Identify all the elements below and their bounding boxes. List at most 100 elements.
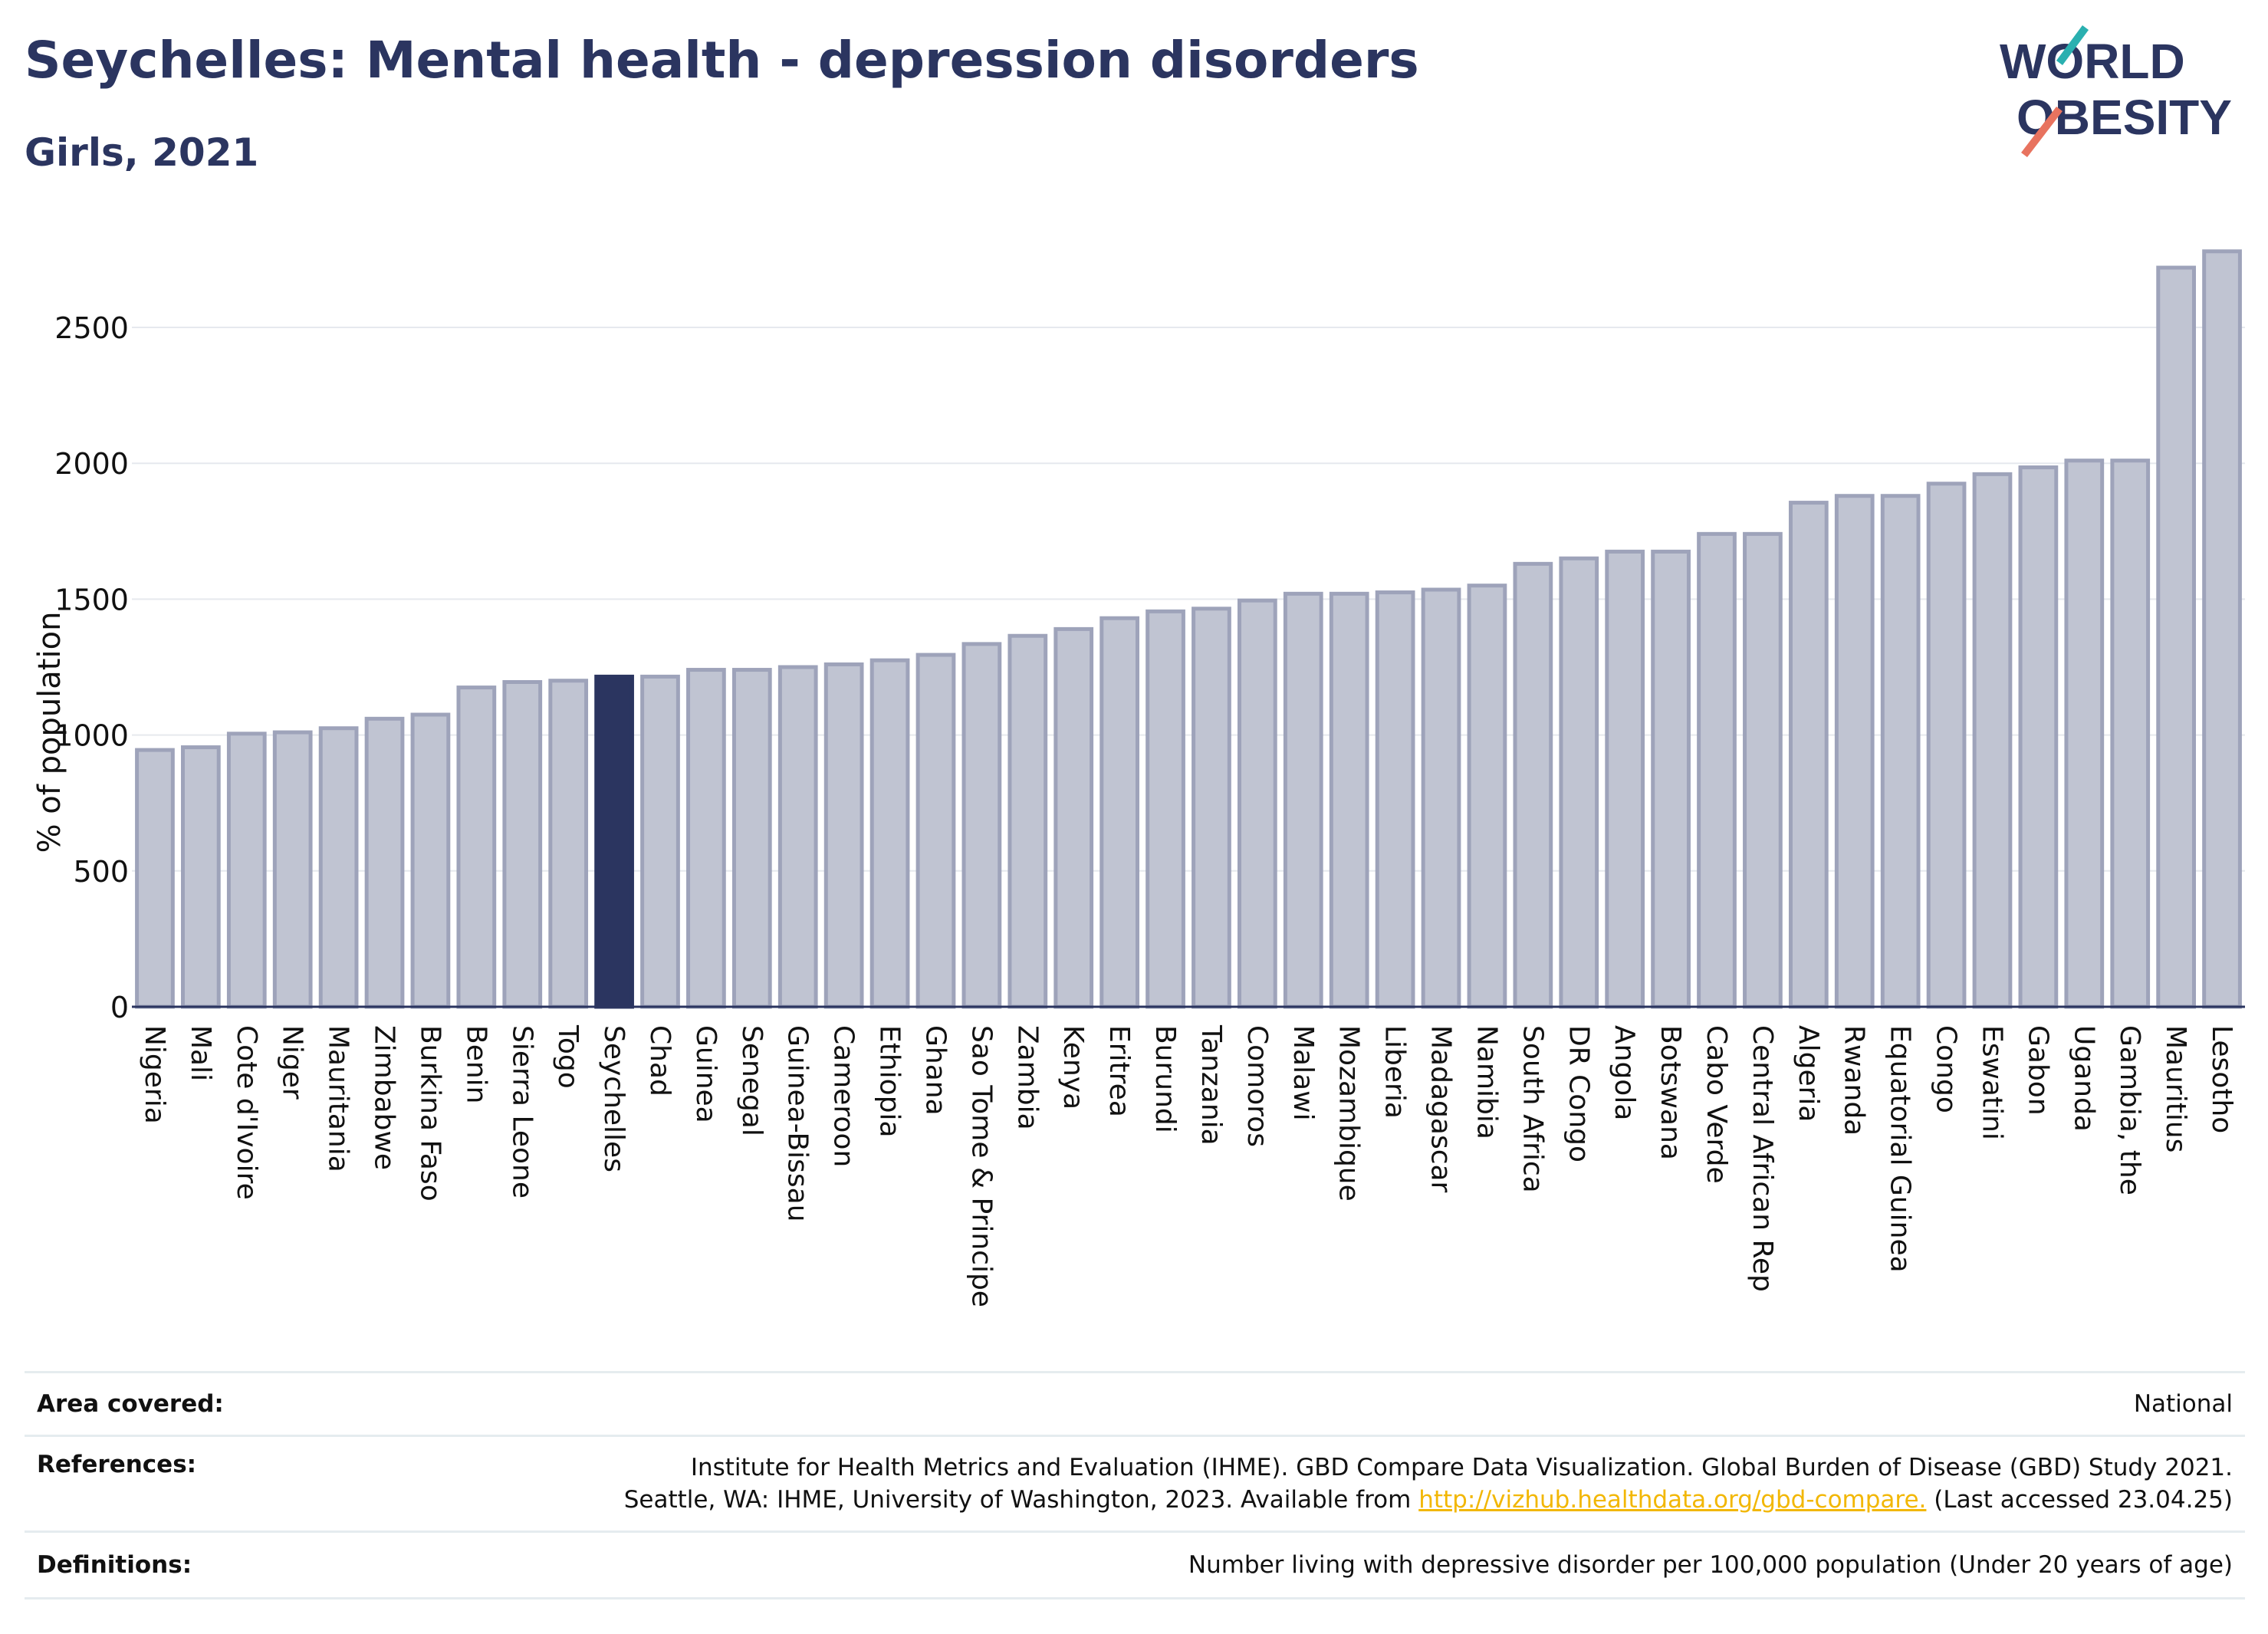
bar-malawi [1283, 591, 1323, 1009]
y-tick-label: 1000 [54, 719, 129, 753]
chart-title: Seychelles: Mental health - depression d… [25, 31, 1419, 90]
x-tick-label: Malawi [1287, 1025, 1319, 1121]
x-tick-label: Zambia [1011, 1025, 1043, 1130]
bar-burkina-faso [410, 712, 451, 1009]
bar-cote-d-ivoire [226, 732, 267, 1009]
x-tick-label: DR Congo [1563, 1025, 1594, 1162]
definitions-label: Definitions: [37, 1551, 192, 1579]
x-tick-label: Cameroon [828, 1025, 860, 1167]
bar-chart: 0 500 1000 1500 2000 2500 Nigeria Mali Cote d'I… [32, 249, 2245, 1307]
logo-text-world: WORLD [2000, 34, 2185, 89]
x-tick-label: Sierra Leone [506, 1025, 537, 1198]
x-tick-label: Mali [185, 1025, 216, 1081]
bar-comoros [1238, 598, 1277, 1009]
x-tick-label: Zimbabwe [369, 1025, 400, 1170]
y-tick-label: 0 [110, 991, 129, 1024]
x-tick-label: Guinea-Bissau [782, 1025, 814, 1222]
bar-kenya [1053, 626, 1094, 1009]
x-tick-label: Ethiopia [874, 1025, 906, 1138]
bar-namibia [1467, 584, 1507, 1009]
references-line2-post: (Last accessed 23.04.25) [1926, 1486, 2233, 1514]
x-tick-label: Nigeria [139, 1025, 170, 1124]
x-tick-label: Burkina Faso [414, 1025, 445, 1202]
x-tick-label: Senegal [736, 1025, 768, 1136]
bar-sao-tome-principe [961, 642, 1002, 1009]
x-tick-label: Eswatini [1976, 1025, 2007, 1140]
x-tick-label: Eritrea [1103, 1025, 1135, 1117]
x-tick-label: Angola [1609, 1025, 1640, 1120]
footer-row-area: Area covered: National [25, 1371, 2245, 1435]
x-tick-label: South Africa [1517, 1025, 1548, 1193]
bar-equatorial-guinea [1880, 494, 1921, 1009]
bar-congo [1926, 482, 1967, 1009]
x-tick-label: Madagascar [1425, 1025, 1457, 1193]
x-tick-label: Cabo Verde [1701, 1025, 1732, 1184]
bar-tanzania [1192, 607, 1231, 1009]
bar-cameroon [823, 662, 864, 1009]
y-tick-label: 2000 [54, 447, 129, 481]
x-tick-label: Sao Tome & Principe [965, 1025, 997, 1307]
x-tick-label: Equatorial Guinea [1885, 1025, 1916, 1273]
bar-angola [1605, 549, 1645, 1009]
bar-chad [640, 674, 680, 1009]
bar-dr-congo [1559, 556, 1599, 1009]
x-tick-label: Tanzania [1195, 1024, 1227, 1146]
x-tick-label: Niger [277, 1025, 308, 1100]
x-tick-label: Cote d'Ivoire [231, 1025, 262, 1200]
references-line1: Institute for Health Metrics and Evaluat… [690, 1454, 2233, 1481]
bar-guinea [686, 668, 726, 1009]
bar-mozambique [1329, 591, 1369, 1009]
bar-ghana [915, 653, 956, 1009]
bar-eswatini [1972, 472, 2013, 1009]
y-axis-label: % of population [32, 612, 67, 853]
bar-rwanda [1834, 494, 1875, 1009]
x-tick-label: Rwanda [1839, 1025, 1870, 1136]
references-line2-pre: Seattle, WA: IHME, University of Washing… [623, 1486, 1419, 1514]
bar-gambia-the [2110, 459, 2151, 1009]
bar-togo [548, 679, 589, 1009]
bar-madagascar [1421, 587, 1461, 1009]
logo-slash-teal [2056, 25, 2089, 65]
x-tick-label: Lesotho [2206, 1025, 2237, 1133]
x-tick-label: Burundi [1149, 1025, 1181, 1133]
bar-benin [456, 685, 497, 1009]
y-tick-labels: 0 500 1000 1500 2000 2500 [54, 311, 129, 1024]
bar-nigeria [135, 748, 175, 1009]
x-tick-label: Ghana [919, 1025, 951, 1116]
bar-mali [181, 745, 221, 1009]
x-tick-label: Liberia [1379, 1025, 1411, 1119]
logo-slash-coral [2021, 106, 2063, 158]
y-tick-label: 2500 [54, 311, 129, 345]
x-tick-label: Uganda [2068, 1025, 2099, 1132]
x-tick-label: Seychelles [598, 1025, 629, 1172]
bar-zambia [1007, 633, 1048, 1009]
footer-row-definitions: Definitions: Number living with depressi… [25, 1530, 2245, 1599]
x-tick-labels: Nigeria Mali Cote d'Ivoire Niger Mauritania Z… [139, 1024, 2237, 1307]
chart-subtitle: Girls, 2021 [25, 130, 259, 175]
x-tick-label: Mauritius [2160, 1025, 2191, 1152]
references-link[interactable]: http://vizhub.healthdata.org/gbd-compare… [1418, 1486, 1927, 1514]
bar-botswana [1651, 549, 1691, 1009]
x-tick-label: Gambia, the [2114, 1025, 2145, 1195]
world-obesity-logo: WORLD OBESITY [2000, 25, 2232, 158]
x-tick-label: Botswana [1655, 1025, 1686, 1160]
area-covered-label: Area covered: [37, 1390, 224, 1418]
x-tick-label: Algeria [1793, 1025, 1824, 1123]
bar-central-african-rep [1743, 531, 1783, 1009]
bar-cabo-verde [1697, 531, 1737, 1009]
x-tick-label: Mozambique [1333, 1025, 1365, 1202]
y-tick-label: 500 [73, 855, 129, 889]
bar-south-africa [1513, 561, 1553, 1009]
footer-table: Area covered: National References: Insti… [25, 1371, 2245, 1599]
bar-eritrea [1099, 616, 1139, 1009]
bar-guinea-bissau [777, 665, 818, 1009]
bar-sierra-leone [502, 679, 543, 1009]
x-tick-label: Benin [460, 1025, 491, 1103]
bar-lesotho [2202, 249, 2242, 1009]
footer-row-references: References: Institute for Health Metrics… [25, 1435, 2245, 1530]
area-covered-value: National [2133, 1390, 2233, 1418]
y-tick-label: 1500 [54, 583, 129, 616]
bar-mauritius [2156, 265, 2196, 1009]
bar-mauritania [318, 726, 359, 1009]
bar-ethiopia [869, 658, 910, 1009]
